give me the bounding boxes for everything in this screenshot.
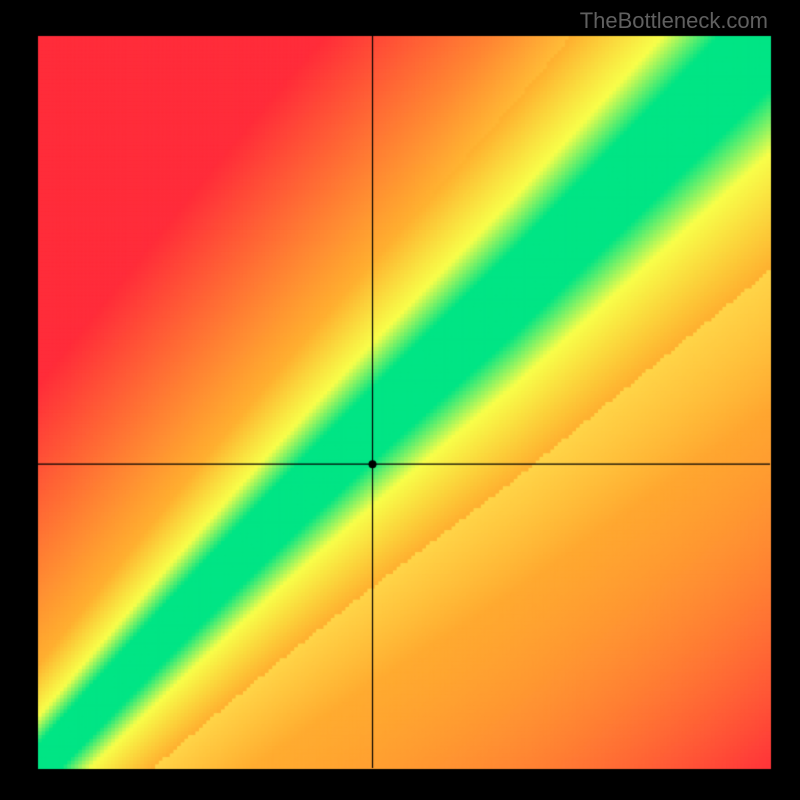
chart-container: TheBottleneck.com <box>0 0 800 800</box>
watermark-text: TheBottleneck.com <box>580 8 768 34</box>
bottleneck-heatmap <box>0 0 800 800</box>
